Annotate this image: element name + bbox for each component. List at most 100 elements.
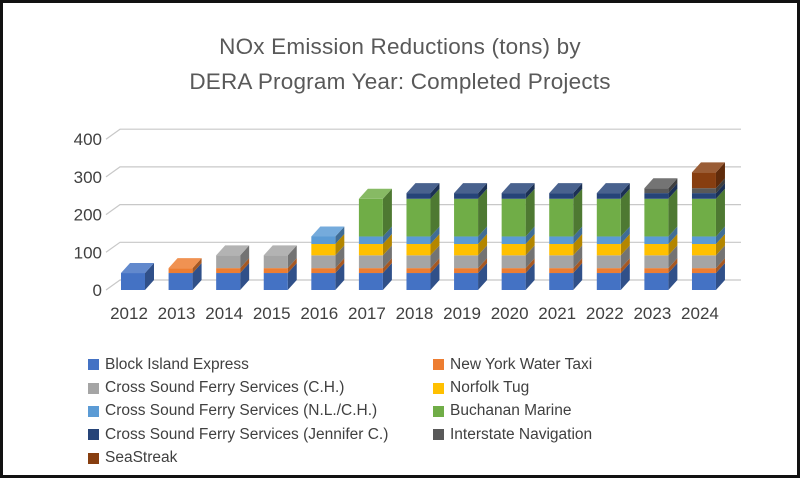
legend-item: Cross Sound Ferry Services (N.L./C.H.) — [88, 400, 388, 423]
legend-item: Buchanan Marine — [433, 400, 592, 423]
legend-swatch — [433, 429, 444, 441]
bar-segment-2022 — [596, 268, 621, 274]
x-axis-label: 2018 — [396, 304, 434, 323]
bar-segment-side — [335, 258, 345, 274]
bar-segment-side — [382, 188, 392, 237]
x-axis-label: 2021 — [538, 304, 576, 323]
legend-label: Cross Sound Ferry Services (Jennifer C.) — [105, 425, 389, 443]
bar-segment-side — [525, 188, 535, 237]
bar-segment-side — [620, 258, 630, 274]
bar-segment-2016 — [311, 236, 336, 245]
bar-segment-side — [478, 245, 488, 269]
bar-segment-2022 — [596, 244, 621, 256]
legend-swatch — [433, 359, 444, 371]
chart-title-line2: DERA Program Year: Completed Projects — [189, 69, 611, 94]
bar-segment-side — [335, 263, 345, 290]
legend-column-left: Block Island Express Cross Sound Ferry S… — [88, 353, 388, 470]
bar-segment-side — [478, 183, 488, 199]
bar-top-face — [358, 188, 392, 199]
legend-label: Buchanan Marine — [450, 402, 572, 420]
bar-segment-side — [335, 226, 345, 245]
bar-segment-side — [715, 263, 725, 290]
bar-segment-side — [240, 263, 250, 290]
bar-top-face — [121, 263, 154, 274]
bar-segment-side — [240, 245, 250, 269]
bar-top-face — [596, 183, 630, 194]
bar-segment-2013 — [168, 268, 193, 274]
bar-segment-side — [192, 258, 202, 274]
chart-title-line1: NOx Emission Reductions (tons) by — [219, 34, 581, 59]
bar-segment-2014 — [216, 273, 241, 290]
bar-segment-2018 — [406, 236, 431, 245]
x-axis-label: 2022 — [586, 304, 624, 323]
legend-swatch — [88, 359, 99, 371]
bar-segment-2013 — [168, 273, 193, 290]
bar-segment-side — [382, 263, 392, 290]
x-axis-label: 2016 — [300, 304, 338, 323]
bar-segment-2018 — [406, 244, 431, 256]
y-tick-label: 0 — [93, 281, 102, 300]
bar-segment-2016 — [311, 244, 336, 256]
bar-segment-side — [573, 245, 583, 269]
bar-segment-2019 — [454, 198, 479, 237]
bar-segment-2021 — [549, 198, 574, 237]
bar-segment-side — [620, 188, 630, 237]
bar-segment-side — [668, 263, 678, 290]
bar-segment-2021 — [549, 236, 574, 245]
bar-segment-2023 — [644, 198, 669, 237]
bar-segment-2023 — [644, 193, 669, 199]
gridline — [105, 128, 741, 140]
bar-segment-side — [573, 188, 583, 237]
bar-segment-2019 — [454, 273, 479, 290]
bar-segment-side — [573, 234, 583, 256]
bar-segment-side — [382, 226, 392, 245]
bar-segment-2017 — [358, 198, 383, 237]
bar-segment-side — [430, 183, 440, 199]
bar-segment-side — [525, 263, 535, 290]
bar-segment-2022 — [596, 273, 621, 290]
bar-segment-side — [478, 234, 488, 256]
bar-segment-side — [573, 226, 583, 245]
bar-segment-2016 — [311, 268, 336, 274]
legend-column-right: New York Water Taxi Norfolk Tug Buchanan… — [433, 353, 592, 447]
bar-segment-2024 — [691, 244, 716, 256]
bar-segment-side — [192, 263, 202, 290]
bar-segment-side — [478, 263, 488, 290]
bar-segment-2020 — [501, 236, 526, 245]
bar-segment-side — [715, 188, 725, 237]
legend-label: Block Island Express — [105, 355, 249, 373]
bar-segment-side — [573, 183, 583, 199]
bar-segment-side — [525, 258, 535, 274]
bar-top-face — [263, 245, 297, 256]
bar-segment-2024 — [691, 255, 716, 269]
bar-segment-2015 — [263, 273, 288, 290]
bar-segment-2017 — [358, 236, 383, 245]
bar-segment-2016 — [311, 255, 336, 269]
bar-segment-side — [382, 245, 392, 269]
legend-item: Cross Sound Ferry Services (Jennifer C.) — [88, 423, 388, 446]
bar-segment-2016 — [311, 273, 336, 290]
bar-segment-2021 — [549, 244, 574, 256]
bar-segment-side — [715, 178, 725, 194]
bar-top-face — [549, 183, 583, 194]
bar-segment-side — [715, 162, 725, 189]
bar-segment-2015 — [263, 255, 288, 269]
bar-top-face — [406, 183, 440, 194]
bar-segment-side — [430, 234, 440, 256]
bar-segment-2019 — [454, 193, 479, 199]
bar-segment-side — [382, 234, 392, 256]
bar-segment-2018 — [406, 268, 431, 274]
bar-segment-2020 — [501, 273, 526, 290]
legend-label: Cross Sound Ferry Services (N.L./C.H.) — [105, 402, 378, 420]
bar-segment-2024 — [691, 198, 716, 237]
bar-segment-2022 — [596, 193, 621, 199]
bar-segment-2019 — [454, 268, 479, 274]
bar-segment-2019 — [454, 244, 479, 256]
bar-segment-side — [287, 263, 297, 290]
bar-segment-2021 — [549, 273, 574, 290]
bar-segment-2018 — [406, 255, 431, 269]
bar-segment-2023 — [644, 255, 669, 269]
legend-label: Interstate Navigation — [450, 425, 593, 443]
bar-segment-2014 — [216, 268, 241, 274]
legend-swatch — [88, 429, 99, 441]
